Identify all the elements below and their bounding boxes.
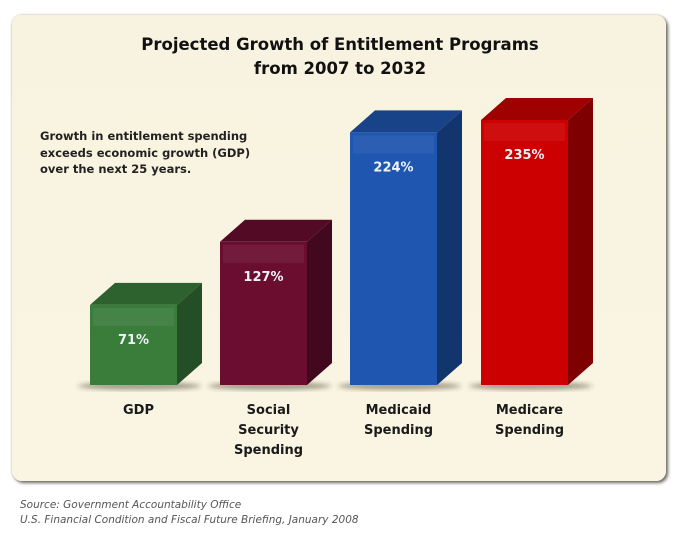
category-label: Medicaid <box>366 403 432 418</box>
source-line: Source: Government Accountability Office <box>20 499 242 511</box>
bar-3 <box>469 98 593 390</box>
chart-annotation: Growth in entitlement spending exceeds e… <box>40 128 300 178</box>
category-label: Spending <box>234 443 303 458</box>
category-label: Medicare <box>496 403 563 418</box>
category-label: Security <box>238 423 299 438</box>
category-label: Spending <box>364 423 433 438</box>
annotation-line: exceeds economic growth (GDP) <box>40 145 251 160</box>
value-label: 71% <box>118 333 149 348</box>
chart-subtitle: from 2007 to 2032 <box>253 59 427 78</box>
annotation-line: over the next 25 years. <box>40 162 192 176</box>
bar-0 <box>78 282 202 390</box>
source-note: Source: Government Accountability Office… <box>20 498 359 528</box>
source-line: U.S. Financial Condition and Fiscal Futu… <box>20 514 359 526</box>
bar-1 <box>208 219 332 390</box>
value-label: 235% <box>504 148 544 163</box>
category-label: GDP <box>123 403 154 418</box>
bar-highlight <box>93 307 174 326</box>
bar-highlight <box>484 123 565 141</box>
bar-top-face <box>220 219 332 242</box>
bar-front-face <box>350 132 437 385</box>
value-label: 127% <box>243 270 283 285</box>
chart-title: Projected Growth of Entitlement Programs <box>141 35 539 54</box>
bar-highlight <box>223 244 304 263</box>
bar-side-face <box>177 282 202 385</box>
value-label: 224% <box>373 160 413 175</box>
annotation-line: Growth in entitlement spending <box>40 129 248 143</box>
bar-top-face <box>481 98 593 120</box>
bar-front-face <box>481 120 568 385</box>
bar-top-face <box>350 110 462 133</box>
bar-side-face <box>307 219 332 385</box>
bar-front-face <box>220 241 307 385</box>
bar-side-face <box>568 98 593 385</box>
bar-highlight <box>353 135 434 154</box>
bar-front-face <box>90 304 177 385</box>
bar-side-face <box>437 110 462 385</box>
category-label: Social <box>247 403 291 418</box>
bar-2 <box>338 110 462 390</box>
category-label: Spending <box>495 423 564 438</box>
bar-top-face <box>90 282 202 305</box>
